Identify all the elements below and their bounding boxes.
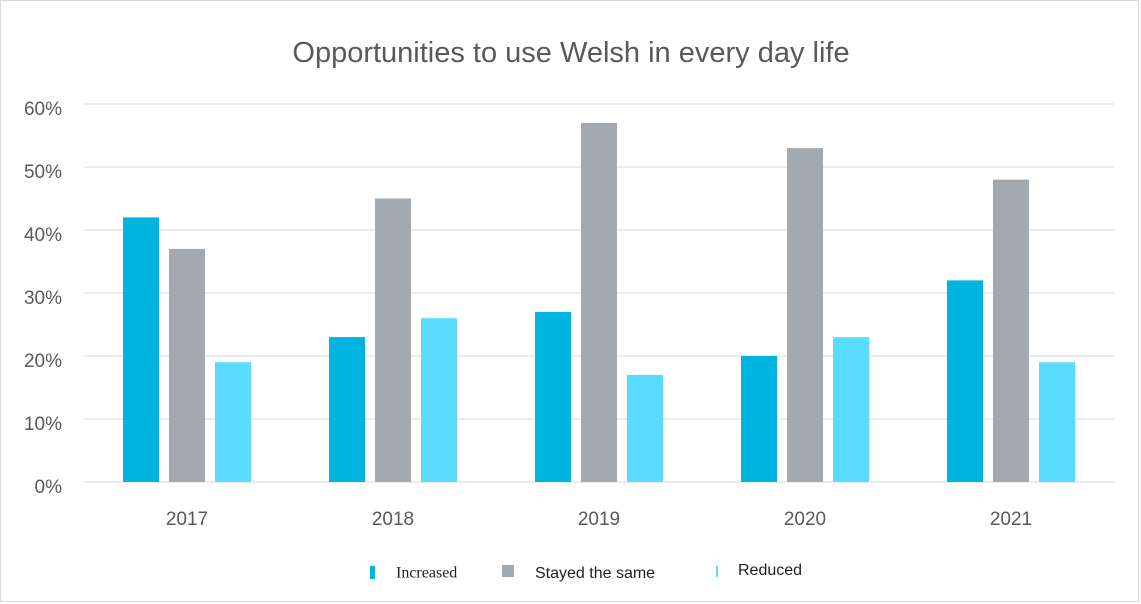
x-tick-label: 2019 — [578, 509, 620, 530]
legend-label-reduced: Reduced — [738, 562, 802, 579]
bar-stayed-the-same-2018 — [375, 198, 411, 482]
chart-title: Opportunities to use Welsh in every day … — [292, 37, 849, 69]
y-tick-label: 0% — [35, 477, 63, 498]
x-tick-label: 2018 — [372, 509, 414, 530]
legend-label-stayed-the-same: Stayed the same — [535, 565, 655, 582]
bar-reduced-2018 — [421, 318, 457, 482]
bar-increased-2018 — [329, 337, 365, 482]
bar-reduced-2017 — [215, 362, 251, 482]
bar-increased-2017 — [123, 217, 159, 482]
x-tick-label: 2021 — [990, 509, 1032, 530]
bar-reduced-2019 — [627, 374, 663, 482]
legend-swatch-increased — [370, 566, 375, 579]
y-tick-label: 10% — [24, 414, 62, 435]
bar-increased-2020 — [741, 356, 777, 482]
y-tick-label: 60% — [24, 99, 62, 120]
bar-increased-2019 — [535, 311, 571, 482]
x-tick-label: 2017 — [166, 509, 208, 530]
x-tick-label: 2020 — [784, 509, 826, 530]
y-tick-label: 50% — [24, 162, 62, 183]
bar-stayed-the-same-2017 — [169, 248, 205, 482]
legend-swatch-reduced — [716, 566, 718, 577]
legend-swatch-stayed-the-same — [502, 565, 514, 577]
bar-stayed-the-same-2020 — [787, 148, 823, 482]
bars-group — [123, 122, 1075, 483]
y-tick-label: 20% — [24, 351, 62, 372]
x-axis-ticks: 2017 2018 2019 2020 2021 — [166, 509, 1032, 530]
y-tick-label: 40% — [24, 225, 62, 246]
y-axis-ticks: 60% 50% 40% 30% 20% 10% 0% — [24, 99, 62, 498]
bar-reduced-2021 — [1039, 362, 1075, 482]
bar-stayed-the-same-2021 — [993, 179, 1029, 482]
legend-label-increased: Increased — [396, 565, 457, 582]
bar-increased-2021 — [947, 280, 983, 482]
y-tick-label: 30% — [24, 288, 62, 309]
legend: Increased Stayed the same Reduced — [370, 562, 802, 582]
bar-stayed-the-same-2019 — [581, 122, 617, 483]
bar-reduced-2020 — [833, 337, 869, 482]
